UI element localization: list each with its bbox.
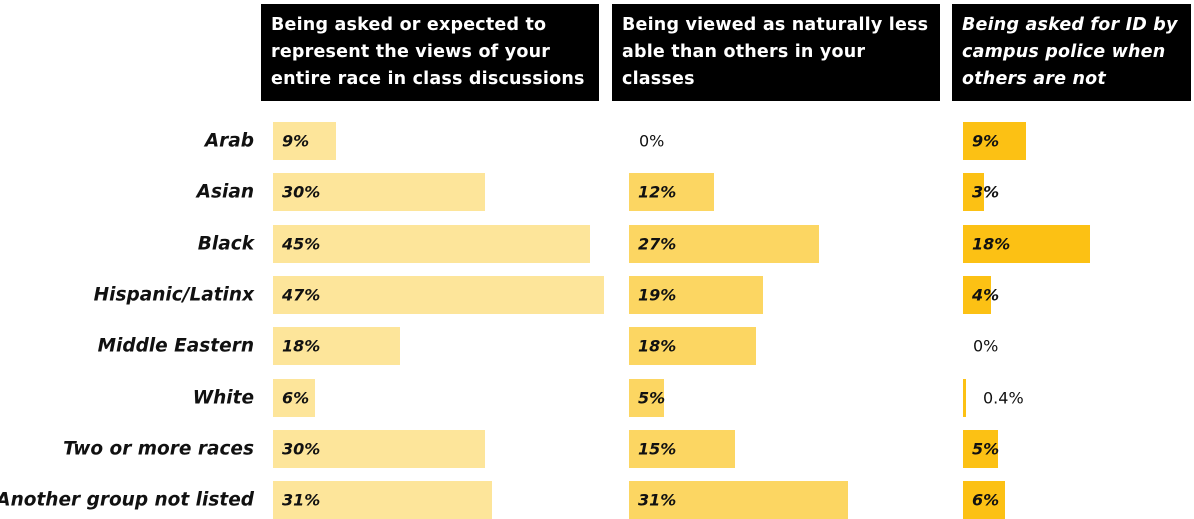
value-label: 31% (638, 490, 677, 510)
value-label: 19% (638, 285, 677, 305)
bar (963, 275, 992, 314)
bar (963, 173, 985, 212)
panel-header: Being asked or expected to represent the… (261, 4, 599, 101)
bar (273, 122, 337, 160)
panel-header: Being viewed as naturally less able than… (612, 4, 940, 101)
panel-header: Being asked for ID by campus police when… (952, 4, 1191, 101)
category-label: Two or more races (63, 438, 254, 460)
category-label: Asian (196, 181, 254, 203)
value-label: 9% (282, 131, 310, 151)
bar (273, 481, 492, 519)
value-label: 4% (972, 285, 1000, 305)
bar (273, 224, 591, 263)
category-label: Arab (204, 130, 254, 152)
bar (963, 122, 1027, 160)
value-label: 3% (972, 182, 1000, 202)
value-label: 30% (282, 439, 321, 459)
bar (273, 327, 400, 366)
value-label: 5% (638, 388, 666, 407)
bar (629, 224, 820, 263)
value-label: 0% (973, 336, 999, 356)
bar (273, 429, 485, 468)
bar (629, 378, 665, 417)
value-label: 31% (282, 490, 321, 510)
value-label: 6% (282, 388, 310, 407)
bar (963, 429, 999, 468)
value-label: 9% (972, 131, 1000, 151)
bar (629, 429, 735, 468)
bar (963, 378, 966, 417)
bar (273, 173, 485, 212)
value-label: 30% (282, 182, 321, 202)
value-label: 0% (639, 131, 665, 151)
value-label: 15% (638, 439, 677, 459)
bar (963, 224, 1090, 263)
bar (273, 378, 316, 417)
value-label: 47% (282, 285, 321, 305)
category-label: Another group not listed (0, 489, 254, 511)
value-label: 0.4% (983, 388, 1024, 407)
value-label: 18% (282, 336, 321, 356)
value-label: 27% (638, 234, 677, 254)
bar (629, 275, 763, 314)
bar (629, 173, 714, 212)
bar (629, 327, 756, 366)
value-label: 12% (638, 182, 677, 202)
value-label: 18% (972, 234, 1011, 254)
bar (963, 481, 1006, 519)
value-label: 18% (638, 336, 677, 356)
category-label: Hispanic/Latinx (93, 284, 254, 306)
category-label: White (192, 387, 254, 408)
category-label: Middle Eastern (97, 335, 254, 357)
bar (629, 481, 848, 519)
value-label: 45% (282, 234, 321, 254)
value-label: 5% (972, 439, 1000, 459)
value-label: 6% (972, 490, 1000, 510)
category-label: Black (197, 233, 254, 255)
bar (273, 275, 605, 314)
